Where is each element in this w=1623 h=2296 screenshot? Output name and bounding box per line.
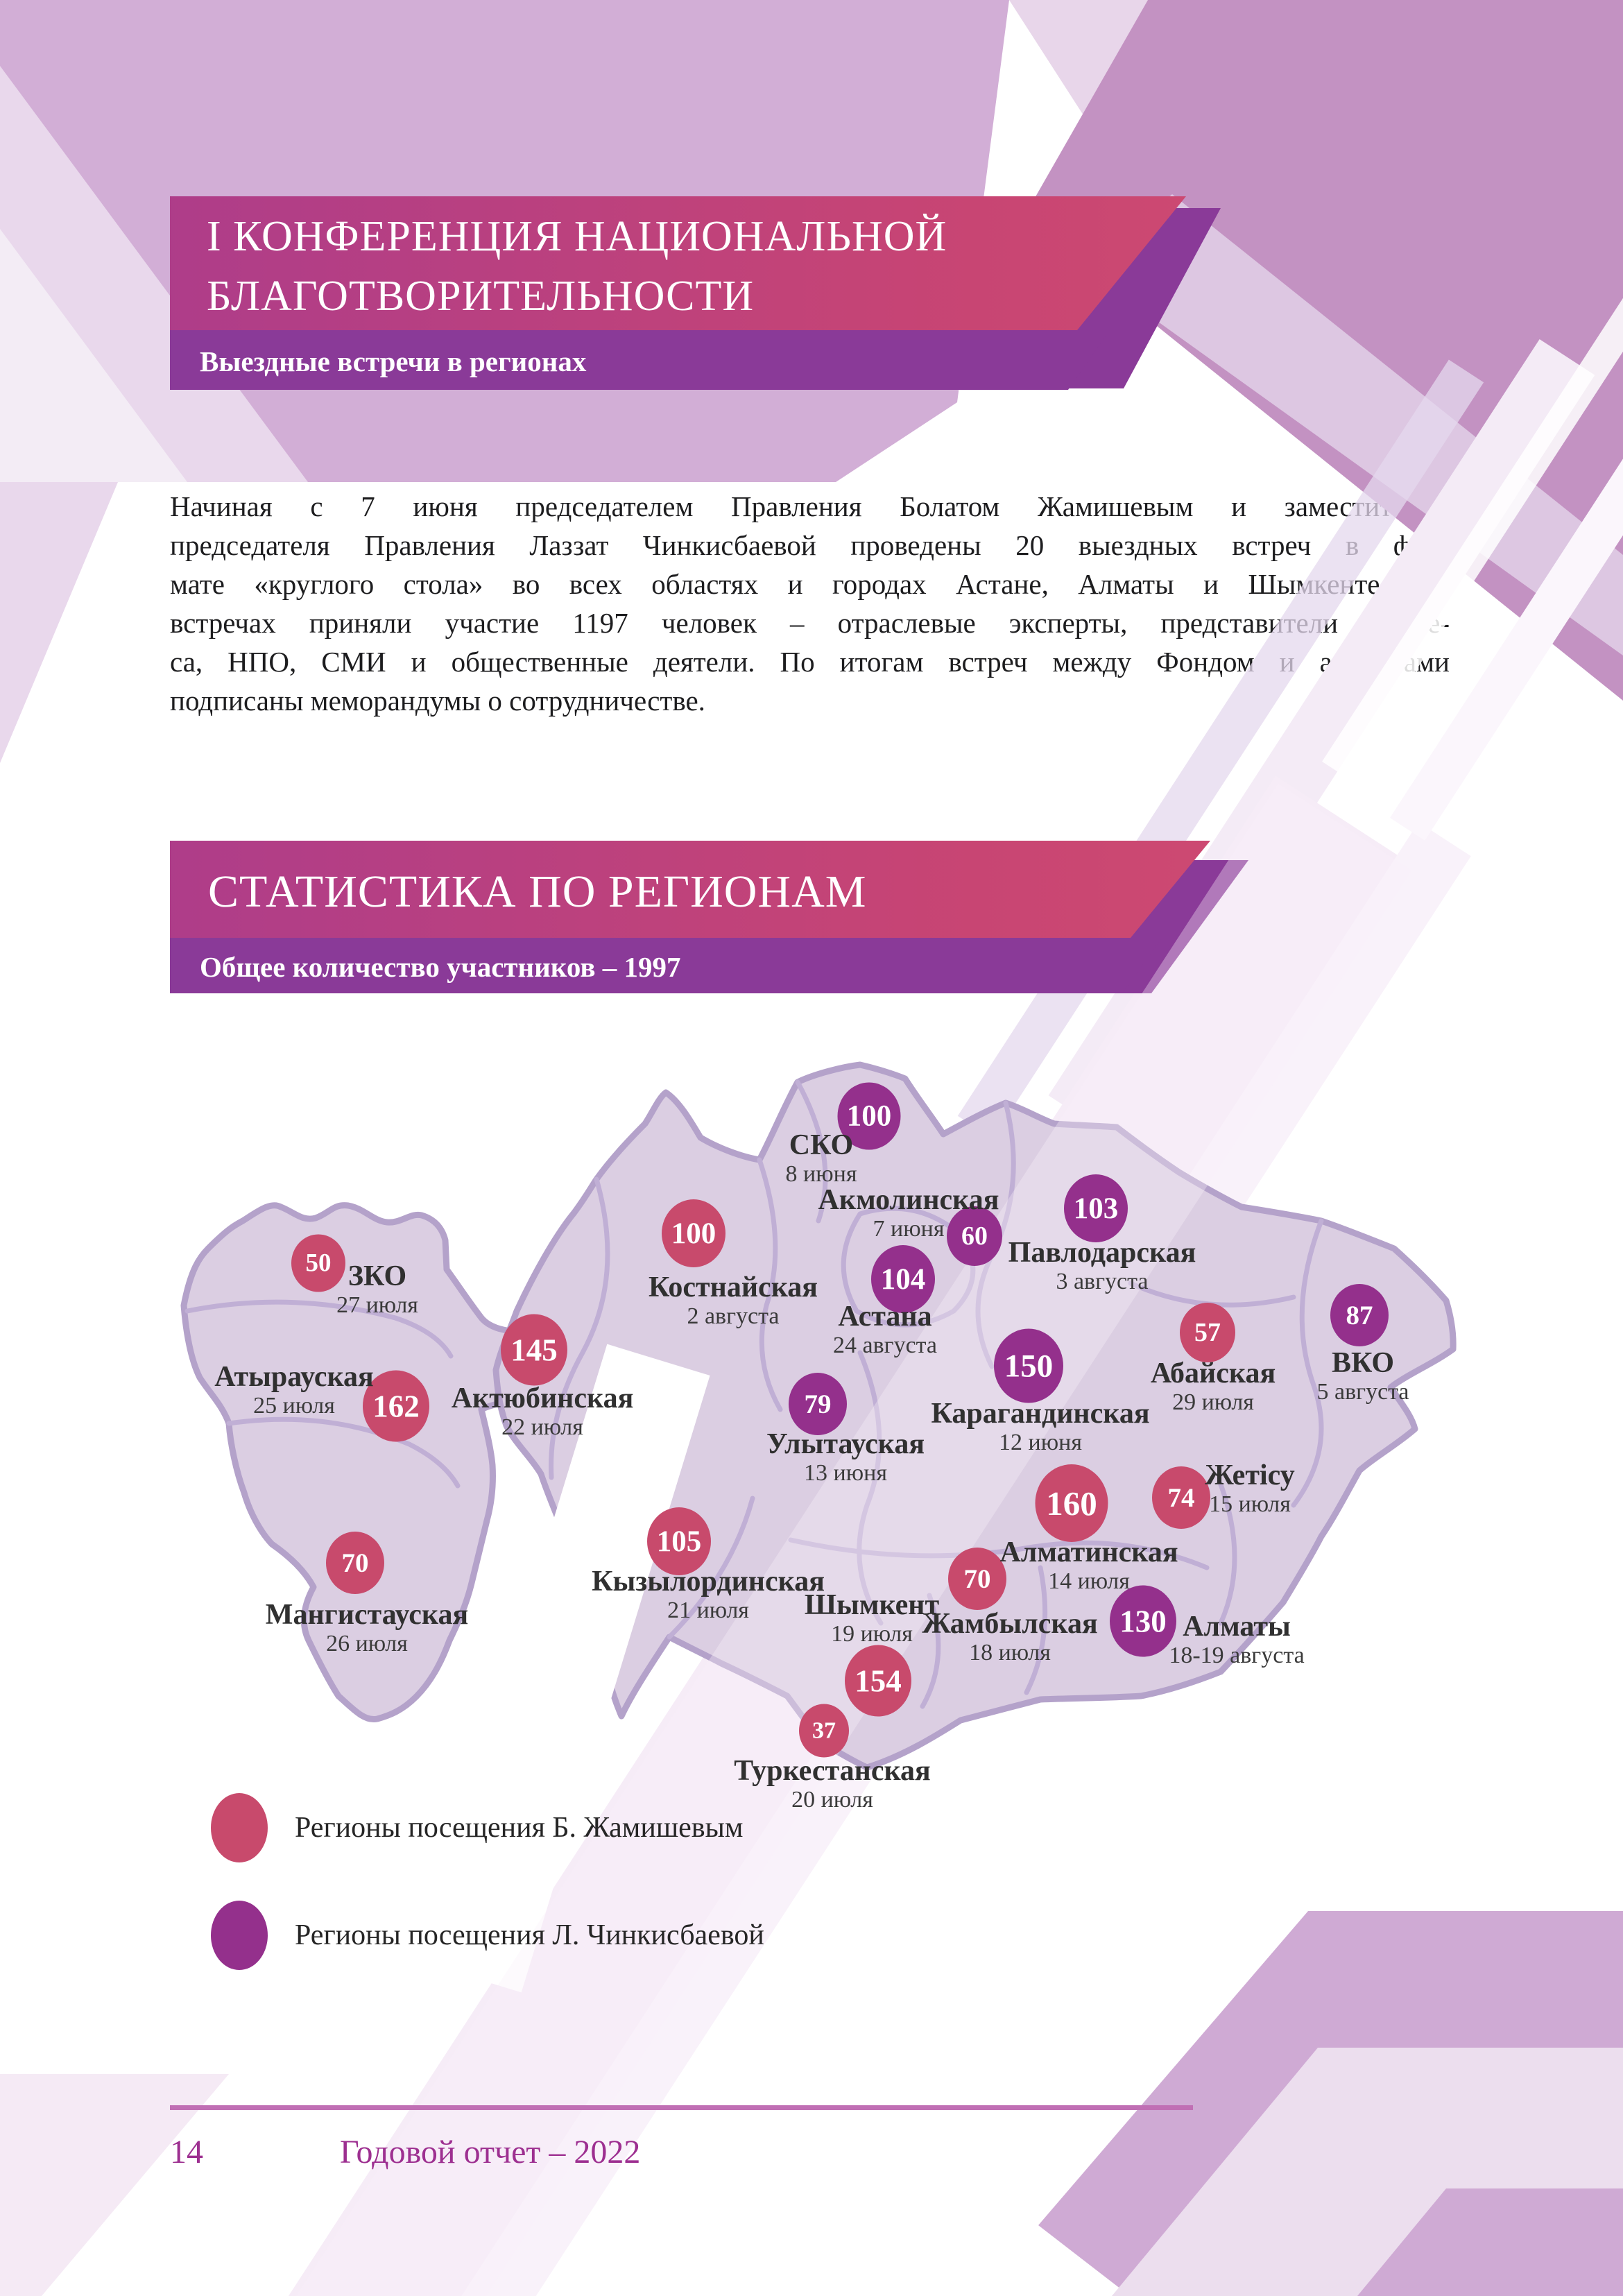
region-name: Павлодарская	[1008, 1237, 1196, 1269]
region-date: 18-19 августа	[1169, 1643, 1305, 1668]
region-date: 18 июля	[969, 1640, 1051, 1665]
page-title-line2: БЛАГОТВОРИТЕЛЬНОСТИ	[207, 273, 755, 320]
region-circle-Абайская: 57	[1180, 1303, 1235, 1362]
intro-line: подписаны меморандумы о сотрудничестве.	[170, 685, 705, 717]
page-subtitle: Выездные встречи в регионах	[200, 345, 587, 377]
region-date: 22 июля	[501, 1414, 583, 1440]
region-name: Абайская	[1150, 1357, 1276, 1389]
region-label-Алматинская: Алматинская 14 июля	[999, 1537, 1178, 1595]
region-name: Кызылординская	[592, 1566, 825, 1597]
region-name: СКО	[789, 1129, 854, 1161]
region-date: 24 августа	[832, 1333, 938, 1358]
region-label-Астана: Астана 24 августа	[833, 1301, 937, 1360]
region-name: Актюбинская	[451, 1382, 634, 1414]
region-circle-Актюбинская: 145	[501, 1314, 567, 1386]
region-circle-Алматы: 130	[1110, 1585, 1176, 1657]
region-date: 19 июля	[831, 1621, 913, 1647]
page-title-line1: I КОНФЕРЕНЦИЯ НАЦИОНАЛЬНОЙ	[207, 213, 947, 260]
region-label-Кызылординская: Кызылординская 21 июля	[592, 1566, 825, 1625]
region-date: 21 июля	[667, 1597, 749, 1623]
region-label-Акмолинская: Акмолинская 7 июня	[818, 1185, 999, 1243]
region-circle-Шымкент: 154	[845, 1645, 911, 1717]
legend-dot-pink	[211, 1793, 268, 1862]
region-name: Улытауская	[766, 1428, 925, 1460]
region-date: 2 августа	[687, 1303, 780, 1329]
region-circle-Мангистауская: 70	[326, 1532, 384, 1594]
region-name: ЗКО	[347, 1260, 407, 1292]
region-label-СКО: СКО 8 июня	[786, 1130, 857, 1188]
region-date: 29 июля	[1172, 1389, 1254, 1415]
region-circle-Карагандинская: 150	[994, 1328, 1063, 1403]
region-date: 27 июля	[336, 1292, 418, 1318]
region-label-Мангистауская: Мангистауская 26 июля	[266, 1600, 468, 1658]
region-circle-Алматинская: 160	[1035, 1464, 1108, 1542]
stats-title: СТАТИСТИКА ПО РЕГИОНАМ	[208, 866, 867, 917]
region-label-Жамбылская: Жамбылская 18 июля	[922, 1609, 1097, 1667]
intro-line: Начиная с 7 июня председателем Правления…	[170, 490, 1450, 522]
region-label-Павлодарская: Павлодарская 3 августа	[1008, 1237, 1196, 1296]
region-date: 26 июля	[326, 1631, 408, 1656]
legend-label-purple: Регионы посещения Л. Чинкисбаевой	[295, 1919, 764, 1951]
region-circle-Туркестанская: 37	[799, 1704, 849, 1758]
region-label-Жетісу: Жетісу 15 июля	[1205, 1460, 1294, 1518]
legend-dot-purple	[211, 1901, 268, 1970]
region-circle-Жетісу: 74	[1152, 1466, 1210, 1529]
intro-line: председателя Правления Лаззат Чинкисбаев…	[170, 529, 1450, 561]
footer-page-number: 14	[170, 2134, 203, 2170]
region-circle-Павлодарская: 103	[1064, 1174, 1128, 1242]
region-circle-Улытауская: 79	[789, 1373, 847, 1435]
region-date: 3 августа	[1056, 1269, 1149, 1294]
region-date: 12 июня	[999, 1430, 1082, 1455]
legend-label-pink: Регионы посещения Б. Жамишевым	[295, 1812, 744, 1844]
region-date: 25 июля	[253, 1393, 335, 1419]
region-label-Туркестанская: Туркестанская 20 июля	[734, 1756, 931, 1814]
footer-divider	[170, 2105, 1193, 2110]
region-name: Астана	[838, 1301, 932, 1333]
region-label-Абайская: Абайская 29 июля	[1151, 1358, 1276, 1416]
region-name: Жамбылская	[922, 1608, 1098, 1640]
region-date: 14 июля	[1048, 1568, 1130, 1594]
region-date: 5 августа	[1316, 1379, 1409, 1405]
intro-paragraph: Начиная с 7 июня председателем Правления…	[170, 487, 1450, 720]
region-circle-ВКО: 87	[1330, 1284, 1389, 1346]
region-label-Алматы: Алматы 18-19 августа	[1169, 1611, 1304, 1670]
region-name: Мангистауская	[265, 1599, 469, 1631]
region-name: Алматинская	[999, 1536, 1178, 1568]
region-name: Туркестанская	[734, 1755, 931, 1787]
stripe-paragraph-1	[957, 359, 1484, 1139]
region-label-Улытауская: Улытауская 13 июня	[766, 1429, 925, 1487]
stripe-paragraph-2	[1048, 339, 1595, 1132]
region-label-Шымкент: Шымкент 19 июля	[805, 1590, 939, 1648]
region-date: 13 июня	[804, 1460, 887, 1486]
region-name: Жетісу	[1205, 1459, 1295, 1491]
region-label-Костнайская: Костнайская 2 августа	[649, 1272, 818, 1330]
intro-line: мате «круглого стола» во всех областях и…	[170, 568, 1450, 600]
region-name: Акмолинская	[818, 1184, 999, 1216]
region-name: Алматы	[1183, 1611, 1291, 1643]
region-date: 15 июля	[1209, 1491, 1291, 1517]
region-date: 20 июля	[791, 1787, 873, 1813]
region-label-Атырауская: Атырауская 25 июля	[214, 1362, 374, 1420]
region-label-ЗКО: ЗКО 27 июля	[336, 1261, 418, 1319]
region-name: Шымкент	[804, 1589, 940, 1621]
intro-line: са, НПО, СМИ и общественные деятели. По …	[170, 646, 1450, 678]
footer-report-title: Годовой отчет – 2022	[340, 2134, 641, 2170]
region-name: Атырауская	[214, 1361, 374, 1393]
intro-line: встречах приняли участие 1197 человек – …	[170, 607, 1450, 639]
region-name: Карагандинская	[931, 1398, 1150, 1430]
region-date: 7 июня	[873, 1216, 945, 1242]
region-circle-Костнайская: 100	[662, 1199, 725, 1267]
region-label-Карагандинская: Карагандинская 12 июня	[931, 1398, 1149, 1457]
region-circle-Жамбылская: 70	[948, 1548, 1006, 1610]
region-label-ВКО: ВКО 5 августа	[1316, 1348, 1409, 1406]
stats-subtitle: Общее количество участников – 1997	[200, 951, 681, 983]
region-name: ВКО	[1331, 1347, 1395, 1379]
region-name: Костнайская	[649, 1271, 818, 1303]
region-label-Актюбинская: Актюбинская 22 июля	[452, 1383, 634, 1441]
